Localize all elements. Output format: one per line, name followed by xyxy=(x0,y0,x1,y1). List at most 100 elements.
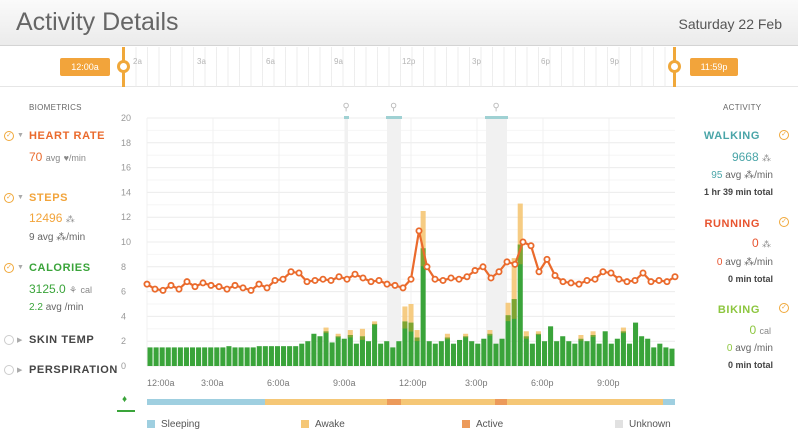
header: Activity Details Saturday 22 Feb xyxy=(0,0,798,46)
heart-rate-point xyxy=(303,278,311,286)
step-bar xyxy=(590,331,596,335)
calorie-bar xyxy=(432,343,438,366)
calorie-bar xyxy=(420,248,426,366)
state-awake xyxy=(507,399,663,405)
timeline-start-handle[interactable] xyxy=(117,60,130,73)
perspiration-title[interactable]: PERSPIRATION xyxy=(29,364,118,376)
state-active xyxy=(387,399,401,405)
steps-title[interactable]: STEPS xyxy=(29,192,69,204)
calorie-bar xyxy=(378,343,384,366)
running-number: 0 xyxy=(751,236,759,250)
step-bar xyxy=(408,304,414,323)
perspiration-check-icon[interactable]: ✓ xyxy=(4,365,14,375)
biking-total: 0 min total xyxy=(727,360,773,370)
legend-awake-label: Awake xyxy=(315,419,345,430)
timeline-track[interactable] xyxy=(124,47,676,87)
heart-rate-check-icon[interactable]: ✓ xyxy=(4,131,14,141)
step-overlay xyxy=(408,322,414,332)
calorie-bar xyxy=(590,335,596,366)
heart-rate-point xyxy=(231,281,239,289)
biking-title[interactable]: BIKING xyxy=(717,304,760,316)
calorie-bar xyxy=(202,347,208,366)
heart-rate-point xyxy=(487,274,495,282)
calorie-bar xyxy=(548,326,554,366)
heart-rate-point xyxy=(407,275,415,283)
steps-check-icon[interactable]: ✓ xyxy=(4,193,14,203)
calorie-bar xyxy=(293,346,299,366)
heart-rate-point xyxy=(527,242,535,250)
step-bar xyxy=(620,327,626,332)
calorie-bar xyxy=(171,347,177,366)
step-overlay xyxy=(347,335,353,338)
state-sleeping xyxy=(663,399,675,405)
steps-caret-icon[interactable]: ▼ xyxy=(17,194,24,201)
activity-chart[interactable]: ⚲ ⚲ ⚲ 0 2 4 6 8 10 12 14 16 18 20 12:00a 3:00a 6:00a 9:… xyxy=(115,96,679,414)
running-avg-number: 0 xyxy=(716,257,723,268)
heart-rate-point xyxy=(511,260,519,268)
state-awake xyxy=(401,399,495,405)
timeline-scrubber[interactable]: 2a 3a 6a 9a 12p 3p 6p 9p 12:00a 11:59p xyxy=(0,47,798,87)
step-bar xyxy=(535,331,541,334)
calorie-bar xyxy=(487,333,493,366)
heart-rate-caret-icon[interactable]: ▼ xyxy=(17,132,24,139)
step-overlay xyxy=(463,336,469,338)
heart-rate-title[interactable]: HEART RATE xyxy=(29,130,106,142)
skin-temp-title[interactable]: SKIN TEMP xyxy=(29,334,95,346)
timeline-start-flag[interactable]: 12:00a xyxy=(60,58,110,76)
biking-check-icon[interactable]: ✓ xyxy=(779,303,789,313)
calorie-bar xyxy=(444,337,450,366)
step-overlay xyxy=(335,336,341,338)
calorie-bar xyxy=(663,347,669,366)
heart-rate-point xyxy=(175,285,183,293)
heart-rate-point xyxy=(671,273,679,281)
biking-number: 0 xyxy=(749,323,757,337)
heart-rate-point xyxy=(207,281,215,289)
calories-title[interactable]: CALORIES xyxy=(29,262,91,274)
y-tick-label: 20 xyxy=(121,113,131,123)
step-bar xyxy=(578,335,584,339)
calorie-bar xyxy=(256,346,262,366)
legend-unknown-label: Unknown xyxy=(629,419,671,430)
heart-rate-point xyxy=(143,280,151,288)
calorie-bar xyxy=(566,341,572,366)
calorie-bar xyxy=(365,341,372,366)
running-title[interactable]: RUNNING xyxy=(704,218,760,230)
running-check-icon[interactable]: ✓ xyxy=(779,217,789,227)
walking-check-icon[interactable]: ✓ xyxy=(779,130,789,140)
walking-icon: ⚲ xyxy=(343,102,350,113)
flame-icon: ⚘ xyxy=(69,285,78,295)
heart-rate-point xyxy=(335,273,343,281)
heart-rate-point xyxy=(343,275,351,283)
calories-check-icon[interactable]: ✓ xyxy=(4,263,14,273)
legend-sleeping-swatch xyxy=(147,420,155,428)
calories-caret-icon[interactable]: ▼ xyxy=(17,264,24,271)
timeline-end-flag[interactable]: 11:59p xyxy=(690,58,738,76)
heart-rate-point xyxy=(399,284,407,292)
running-value: 0 ⁂ xyxy=(752,236,771,250)
walking-number: 9668 xyxy=(731,150,759,164)
legend-unknown-swatch xyxy=(615,420,623,428)
skin-temp-caret-icon[interactable]: ▶ xyxy=(17,337,23,344)
calorie-bar xyxy=(220,347,226,366)
heart-rate-point xyxy=(503,258,511,266)
perspiration-caret-icon[interactable]: ▶ xyxy=(17,367,23,374)
legend-sleeping-label: Sleeping xyxy=(161,419,200,430)
calorie-bar xyxy=(620,331,626,366)
heart-rate-point xyxy=(295,269,303,277)
heart-rate-point xyxy=(543,255,551,263)
walking-title[interactable]: WALKING xyxy=(703,130,760,142)
calorie-bar xyxy=(244,347,250,366)
calorie-bar xyxy=(523,336,529,366)
timeline-end-handle[interactable] xyxy=(668,60,681,73)
heart-rate-point xyxy=(559,278,567,286)
step-overlay xyxy=(535,333,541,335)
calorie-bar xyxy=(402,321,408,366)
steps-value: 12496 ⁂ xyxy=(29,211,75,225)
step-overlay xyxy=(402,321,408,329)
calorie-bar xyxy=(323,331,329,366)
heart-rate-point xyxy=(607,269,615,277)
calorie-bar xyxy=(426,341,432,366)
skin-temp-check-icon[interactable]: ✓ xyxy=(4,335,14,345)
running-avg-unit: avg ⁂/min xyxy=(725,257,773,268)
heart-rate-point xyxy=(447,274,455,282)
